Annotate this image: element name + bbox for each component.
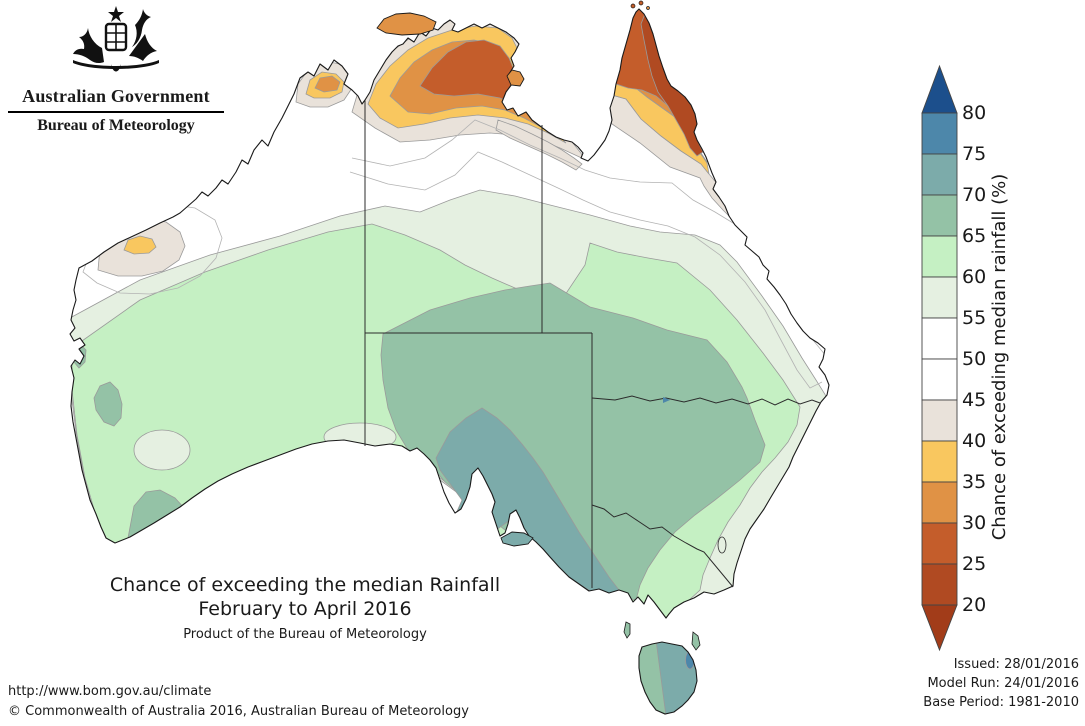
legend-seg-65-70 xyxy=(921,194,958,237)
border-act xyxy=(717,536,727,554)
map-region-30-35-kimberley xyxy=(314,75,341,93)
legend-tick-65: 65 xyxy=(962,225,986,247)
legend-arrow-above-80 xyxy=(921,64,958,114)
legend-colorbar: 80 75 70 65 60 55 50 45 40 35 30 25 20 C… xyxy=(921,64,1010,652)
legend-tick-45: 45 xyxy=(962,389,986,411)
legend-seg-50-55 xyxy=(921,317,958,360)
bom-logo: Australian Government Bureau of Meteorol… xyxy=(6,4,226,135)
river-marker-icon xyxy=(663,397,670,403)
legend-tick-60: 60 xyxy=(962,266,986,288)
island-king xyxy=(623,621,631,639)
model-run-date: Model Run: 24/01/2016 xyxy=(927,675,1079,691)
border-qld-nsw xyxy=(591,395,821,406)
legend-seg-30-35 xyxy=(921,481,958,524)
legend-tick-55: 55 xyxy=(962,307,986,329)
island-flinders xyxy=(691,631,701,651)
legend-arrow-below-20 xyxy=(921,604,958,652)
legend-seg-55-60 xyxy=(921,276,958,319)
contour-line-50 xyxy=(349,151,823,389)
logo-bureau-text: Bureau of Meteorology xyxy=(37,117,195,134)
legend-seg-25-30 xyxy=(921,522,958,565)
coat-of-arms-icon xyxy=(73,6,159,72)
legend-tick-20: 20 xyxy=(962,594,986,616)
map-region-65-70-geraldton xyxy=(93,381,123,427)
legend-tick-30: 30 xyxy=(962,512,986,534)
map-subtitle: Product of the Bureau of Meteorology xyxy=(183,626,427,642)
legend-tick-40: 40 xyxy=(962,430,986,452)
map-title-line2: February to April 2016 xyxy=(198,597,412,620)
legend-tick-25: 25 xyxy=(962,553,986,575)
legend-tick-75: 75 xyxy=(962,143,986,165)
footer-left: http://www.bom.gov.au/climate © Commonwe… xyxy=(8,682,469,721)
legend-seg-70-75 xyxy=(921,153,958,196)
map-title-line1: Chance of exceeding the median Rainfall xyxy=(109,574,501,596)
map-title-block: Chance of exceeding the median Rainfall … xyxy=(60,574,550,643)
issued-date: Issued: 28/01/2016 xyxy=(953,657,1079,672)
state-borders xyxy=(364,100,821,588)
footer-url: http://www.bom.gov.au/climate xyxy=(8,684,212,699)
map-region-55-60-pocket-nullarbor xyxy=(323,422,397,452)
legend-seg-60-65 xyxy=(921,235,958,278)
islands-torres-strait xyxy=(630,0,650,10)
legend-seg-45-50 xyxy=(921,358,958,401)
logo-gov-text: Australian Government xyxy=(22,86,210,106)
map-region-35-40-pilbara xyxy=(123,235,157,255)
australia-map xyxy=(69,0,830,715)
legend-tick-70: 70 xyxy=(962,184,986,206)
legend-tick-80: 80 xyxy=(962,102,986,124)
island-melville xyxy=(376,12,437,36)
legend-axis-label: Chance of exceeding median rainfall (%) xyxy=(989,174,1010,541)
island-kangaroo xyxy=(500,531,534,547)
footer-copyright: © Commonwealth of Australia 2016, Austra… xyxy=(8,703,469,719)
legend-seg-20-25 xyxy=(921,563,958,606)
logo-divider xyxy=(8,111,224,113)
legend-seg-40-45 xyxy=(921,399,958,442)
island-groote xyxy=(506,69,525,87)
legend-tick-35: 35 xyxy=(962,471,986,493)
issue-info-block: Issued: 28/01/2016 Model Run: 24/01/2016… xyxy=(923,656,1079,713)
legend-tick-50: 50 xyxy=(962,348,986,370)
legend-seg-35-40 xyxy=(921,440,958,483)
map-region-55-60-pocket-sw xyxy=(133,429,191,471)
legend-seg-75-80 xyxy=(921,112,958,155)
base-period: Base Period: 1981-2010 xyxy=(923,694,1079,710)
border-nsw-vic-murray xyxy=(591,504,734,588)
